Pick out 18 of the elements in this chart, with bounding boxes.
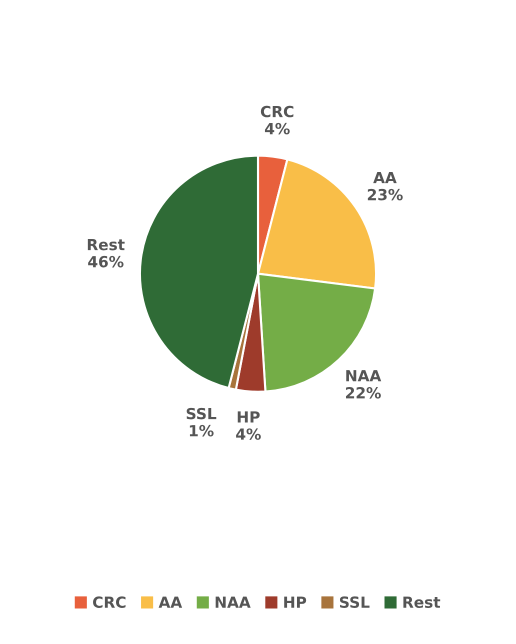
legend-label: HP bbox=[284, 596, 306, 608]
legend-label: SSL bbox=[340, 596, 370, 608]
data-label: 4% bbox=[264, 122, 290, 134]
slice-label: Rest bbox=[88, 238, 125, 250]
slice-label: NAA bbox=[346, 370, 382, 382]
legend-label: NAA bbox=[216, 596, 251, 608]
slice-label: AA bbox=[373, 172, 397, 184]
legend-label: AA bbox=[158, 596, 182, 608]
data-label: 22% bbox=[346, 387, 381, 399]
data-label: 23% bbox=[368, 188, 403, 200]
legend-label: CRC bbox=[93, 596, 126, 608]
slice-label: SSL bbox=[186, 408, 216, 420]
slice-label: CRC bbox=[260, 106, 294, 118]
data-label: 46% bbox=[88, 256, 124, 268]
legend-label: Rest bbox=[403, 596, 440, 608]
data-label: 4% bbox=[236, 428, 261, 440]
data-label: 1% bbox=[190, 424, 214, 436]
slice-label: HP bbox=[238, 411, 260, 423]
